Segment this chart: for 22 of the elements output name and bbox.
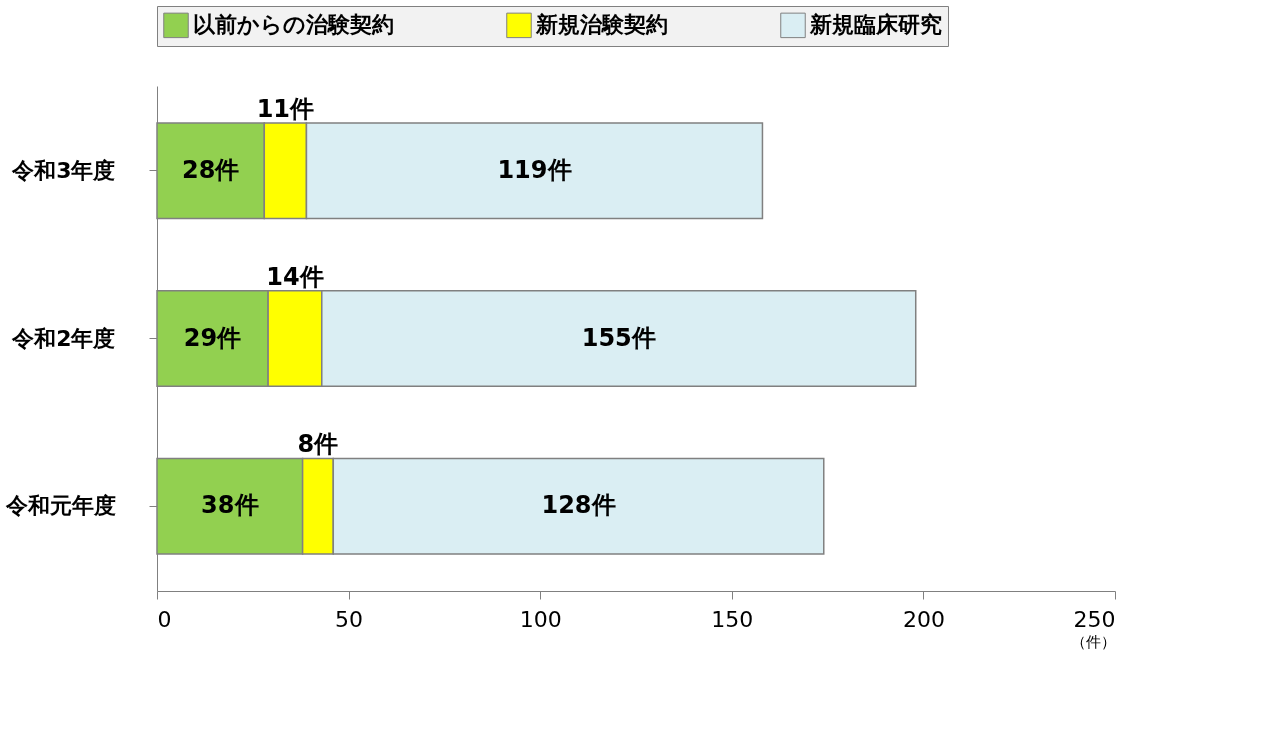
data-label: 14件 bbox=[266, 262, 324, 291]
x-tick-label: 0 bbox=[157, 606, 172, 632]
y-tick-label: 令和2年度 bbox=[11, 325, 116, 351]
legend-label: 以前からの治験契約 bbox=[193, 12, 394, 38]
x-axis-title: （件） bbox=[1070, 632, 1116, 651]
data-label: 128件 bbox=[541, 491, 616, 520]
data-label: 155件 bbox=[581, 323, 656, 352]
x-tick-label: 150 bbox=[711, 606, 754, 632]
y-tick-label: 令和元年度 bbox=[4, 493, 116, 519]
x-tick-label: 50 bbox=[335, 606, 364, 632]
data-label: 29件 bbox=[183, 323, 242, 352]
data-label: 119件 bbox=[497, 155, 572, 184]
legend-label: 新規治験契約 bbox=[535, 12, 668, 38]
data-label: 11件 bbox=[256, 94, 315, 123]
legend-label: 新規臨床研究 bbox=[809, 12, 942, 38]
y-tick-label: 令和3年度 bbox=[11, 157, 116, 183]
data-label: 38件 bbox=[201, 491, 259, 520]
data-label: 8件 bbox=[297, 430, 339, 459]
x-tick-label: 100 bbox=[519, 606, 562, 632]
data-label: 28件 bbox=[181, 155, 240, 184]
x-tick-label: 250 bbox=[1073, 606, 1116, 632]
x-tick-label: 200 bbox=[902, 606, 945, 632]
